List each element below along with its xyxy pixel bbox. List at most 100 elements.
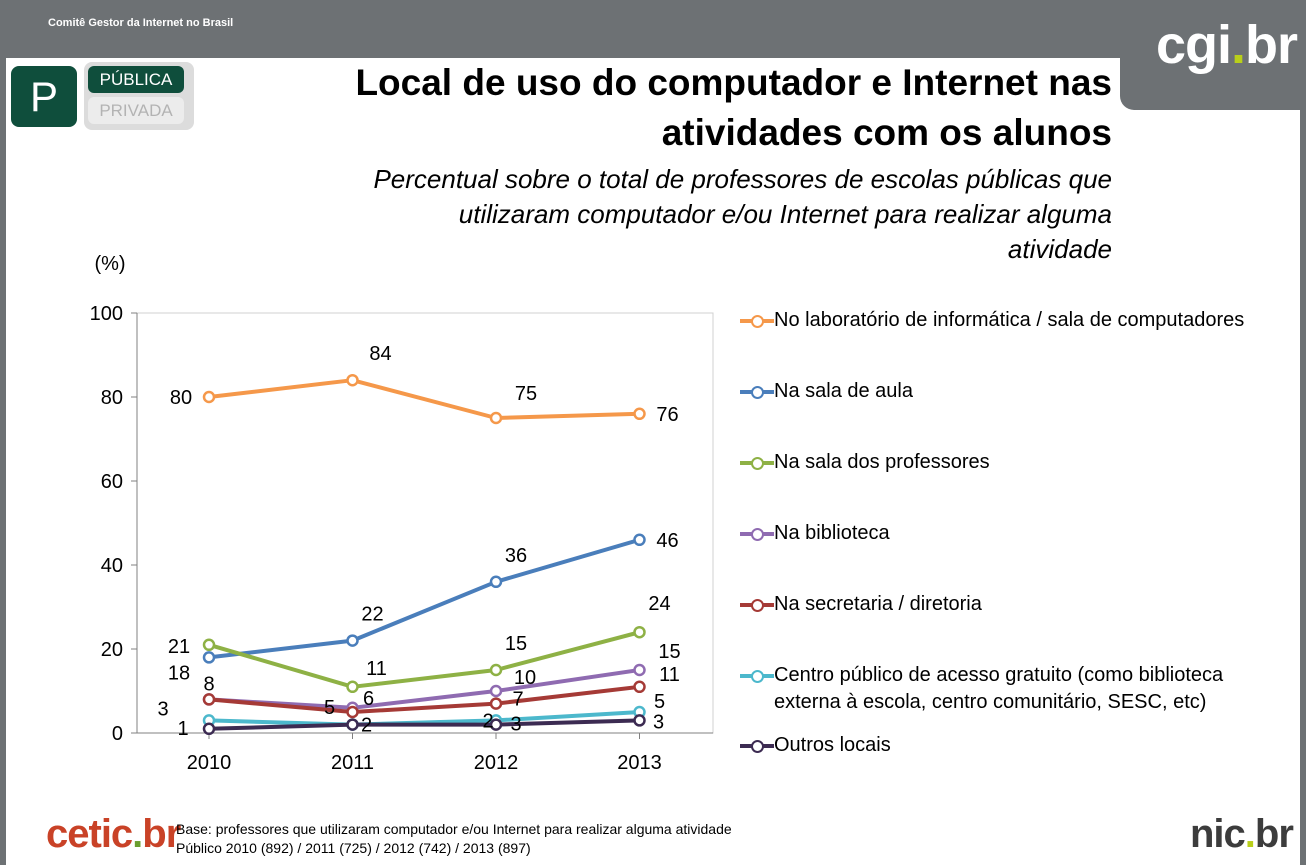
title-line-2: atividades com os alunos bbox=[661, 112, 1112, 153]
y-axis-unit-label: (%) bbox=[94, 253, 125, 275]
footer-base-line-1: Base: professores que utilizaram computa… bbox=[176, 821, 732, 837]
series-point bbox=[202, 638, 216, 652]
subtitle-line-1: Percentual sobre o total de professores … bbox=[373, 164, 1112, 194]
data-label: 80 bbox=[170, 387, 192, 409]
legend-marker bbox=[751, 457, 764, 470]
data-label: 15 bbox=[505, 633, 527, 655]
data-label: 22 bbox=[361, 604, 383, 626]
series-point bbox=[346, 718, 359, 731]
title-line-1: Local de uso do computador e Internet na… bbox=[355, 62, 1112, 103]
page-subtitle: Percentual sobre o total de professores … bbox=[212, 162, 1112, 267]
x-tick-label: 2011 bbox=[331, 752, 374, 774]
legend-label: Centro público de acesso gratuito (como … bbox=[774, 664, 1224, 713]
legend-label: No laboratório de informática / sala de … bbox=[774, 309, 1245, 331]
legend-label: Na sala dos professores bbox=[774, 451, 990, 473]
page-title: Local de uso do computador e Internet na… bbox=[152, 58, 1112, 158]
series-line bbox=[208, 684, 640, 714]
series-point bbox=[346, 705, 359, 719]
series-point bbox=[489, 575, 503, 589]
data-label: 6 bbox=[363, 688, 374, 710]
series-point bbox=[202, 722, 216, 736]
legend-label: Na secretaria / diretoria bbox=[774, 593, 982, 615]
series-point bbox=[633, 714, 646, 727]
tag-privada: PRIVADA bbox=[88, 97, 184, 124]
y-tick-label: 20 bbox=[101, 639, 123, 661]
legend-marker bbox=[751, 740, 764, 753]
series-point bbox=[346, 373, 359, 387]
data-label: 10 bbox=[514, 667, 536, 689]
data-label: 46 bbox=[656, 530, 678, 552]
public-p-badge: P bbox=[11, 66, 77, 127]
data-label: 8 bbox=[203, 673, 214, 695]
series-point bbox=[489, 718, 503, 731]
footer-base-line-2: Público 2010 (892) / 2011 (725) / 2012 (… bbox=[176, 840, 531, 856]
y-tick-label: 100 bbox=[90, 303, 123, 325]
series-point bbox=[202, 390, 216, 404]
series-point bbox=[633, 680, 646, 694]
x-tick-label: 2010 bbox=[187, 752, 232, 774]
nic-logo: nic.br bbox=[1190, 812, 1294, 856]
legend-marker bbox=[751, 315, 764, 328]
cetic-logo: cetic.br bbox=[46, 812, 181, 856]
series-line bbox=[208, 378, 640, 420]
series-point bbox=[489, 684, 503, 698]
data-label: 36 bbox=[505, 545, 527, 567]
x-tick-label: 2012 bbox=[474, 752, 519, 774]
x-tick-label: 2013 bbox=[617, 752, 662, 774]
footer-base-note: Base: professores que utilizaram computa… bbox=[176, 820, 732, 858]
tag-publica: PÚBLICA bbox=[88, 66, 184, 93]
subtitle-line-2: utilizaram computador e/ou Internet para… bbox=[458, 199, 1112, 229]
data-label: 1 bbox=[177, 718, 188, 740]
data-label: 11 bbox=[659, 664, 680, 686]
top-bar: Comitê Gestor da Internet no Brasil bbox=[0, 0, 1306, 58]
org-name: Comitê Gestor da Internet no Brasil bbox=[48, 17, 234, 29]
data-label: 18 bbox=[168, 662, 190, 684]
data-label: 11 bbox=[366, 658, 387, 680]
data-label: 7 bbox=[512, 689, 523, 711]
data-label: 76 bbox=[656, 404, 678, 426]
legend-marker bbox=[751, 386, 764, 399]
series-line bbox=[208, 537, 641, 660]
y-tick-label: 40 bbox=[101, 555, 123, 577]
data-label: 75 bbox=[515, 383, 537, 405]
series-point bbox=[489, 411, 503, 425]
series-point bbox=[489, 697, 503, 710]
cgi-logo: cgi.br bbox=[1156, 15, 1298, 75]
subtitle-line-3: atividade bbox=[1007, 234, 1112, 264]
data-label: 5 bbox=[324, 697, 335, 719]
data-label: 24 bbox=[648, 593, 670, 615]
series-line bbox=[208, 630, 641, 689]
y-tick-label: 60 bbox=[101, 471, 123, 493]
legend-marker bbox=[751, 599, 764, 612]
series-point bbox=[346, 634, 359, 647]
logo-tab bbox=[1120, 58, 1300, 110]
school-type-tags: PÚBLICA PRIVADA bbox=[84, 62, 194, 130]
data-label: 5 bbox=[654, 691, 665, 713]
series-line bbox=[208, 668, 640, 710]
series-point bbox=[346, 680, 359, 694]
y-tick-label: 80 bbox=[101, 387, 123, 409]
series-point bbox=[633, 663, 646, 677]
series-point bbox=[489, 663, 503, 677]
legend-label: Na biblioteca bbox=[774, 522, 890, 544]
data-label: 3 bbox=[653, 711, 664, 733]
data-label: 2 bbox=[361, 715, 372, 737]
series-point bbox=[633, 533, 646, 547]
series-point bbox=[633, 625, 646, 639]
legend-label: Outros locais bbox=[774, 734, 891, 756]
series-point bbox=[202, 693, 216, 706]
left-border bbox=[0, 58, 6, 865]
data-label: 3 bbox=[157, 698, 168, 720]
legend-label: Na sala de aula bbox=[774, 380, 913, 402]
y-tick-label: 0 bbox=[112, 723, 123, 745]
series-line bbox=[208, 718, 640, 731]
data-label: 15 bbox=[658, 641, 680, 663]
legend-marker bbox=[751, 670, 764, 683]
data-label: 3 bbox=[510, 714, 521, 736]
legend-marker bbox=[751, 528, 764, 541]
data-label: 84 bbox=[369, 343, 391, 365]
right-border bbox=[1300, 58, 1306, 865]
data-label: 21 bbox=[168, 636, 190, 658]
series-point bbox=[633, 407, 646, 421]
